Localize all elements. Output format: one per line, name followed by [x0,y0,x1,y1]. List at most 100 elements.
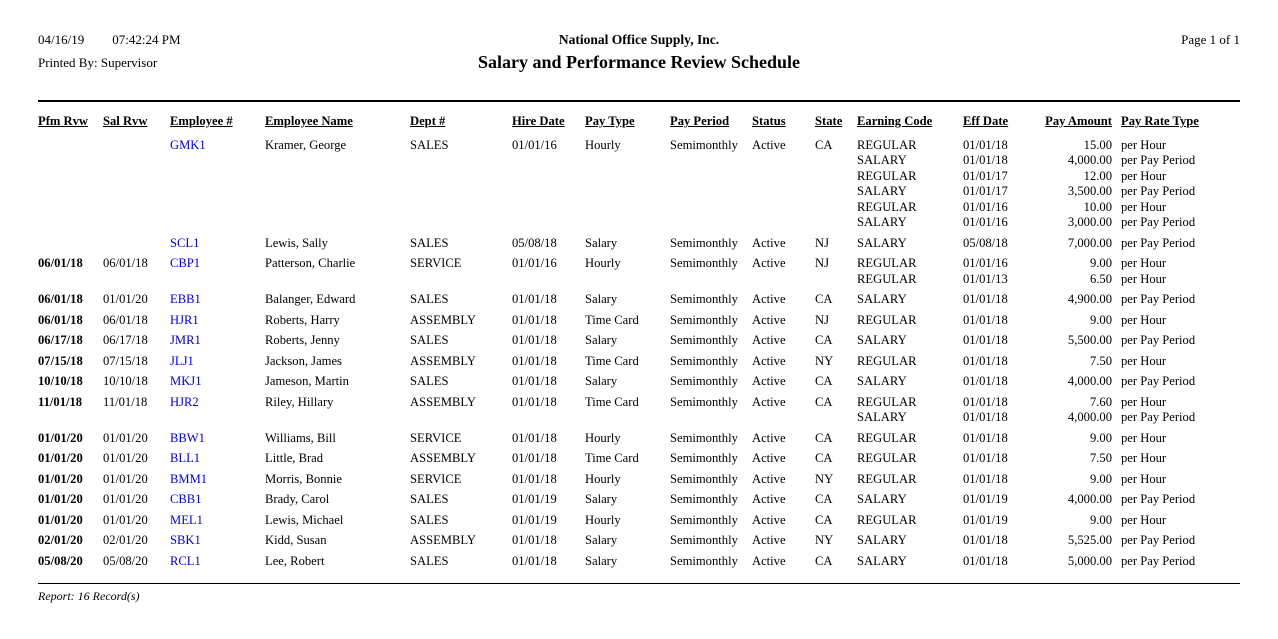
cell-pay-period [670,272,752,288]
cell-state: NY [815,471,834,486]
column-header-employee-number: Employee # [170,114,233,128]
cell-sal-rvw: 01/01/20 [103,292,148,306]
cell-state [815,153,857,169]
cell-eff-date: 01/01/18 [963,312,1008,327]
cell-pay-period: Semimonthly [670,312,738,327]
cell-pay-type: Salary [585,333,618,347]
cell-pay-type: Hourly [585,430,621,445]
cell-hire-date: 01/01/16 [512,137,557,152]
cell-employee-name [265,169,410,185]
cell-status: Active [752,512,786,527]
report-body: GMK1 Kramer, George SALES 01/01/16 Hourly Sem… [38,133,1240,570]
cell-pay-period: Semimonthly [670,471,738,486]
cell-employee-name [265,200,410,216]
employee-number-link[interactable]: CBP1 [170,256,201,270]
earning-row: REGULAR 01/01/17 12.00 per Hour [38,169,1240,185]
cell-earning-code: REGULAR [857,271,917,286]
cell-eff-date: 01/01/16 [963,199,1008,214]
cell-sal-rvw [103,272,170,288]
cell-pay-type: Hourly [585,471,621,486]
cell-state [815,410,857,426]
column-header-hire-date: Hire Date [512,114,565,128]
employee-row: 06/01/18 06/01/18 CBP1 Patterson, Charlie SE… [38,251,1240,272]
cell-pay-amount: 4,000.00 [1067,374,1112,388]
report-page: 04/16/19 07:42:24 PM Printed By: Supervis… [38,32,1240,603]
employee-number-link[interactable]: SBK1 [170,533,201,547]
employee-row: 01/01/20 01/01/20 BMM1 Morris, Bonnie SERVIC… [38,467,1240,488]
employee-number-link[interactable]: MEL1 [170,512,203,527]
cell-pay-amount: 7.50 [1089,451,1112,465]
cell-hire-date [512,184,585,200]
employee-number-link[interactable]: EBB1 [170,292,201,306]
cell-eff-date: 01/01/17 [963,168,1008,183]
cell-employee-name [265,272,410,288]
record-count: Report: 16 Record(s) [38,589,140,603]
column-header-state: State [815,114,843,128]
cell-state: NY [815,533,834,547]
cell-pay-amount: 5,500.00 [1067,333,1112,347]
cell-employee-number: HJR1 [170,308,265,329]
employee-number-link[interactable]: HJR1 [170,312,199,327]
cell-employee-number [170,169,265,185]
cell-state [815,184,857,200]
cell-employee-number: HJR2 [170,390,265,411]
cell-earning-code: REGULAR [857,256,917,270]
employee-number-link[interactable]: BLL1 [170,451,201,465]
cell-pay-period [670,153,752,169]
cell-dept: ASSEMBLY [410,312,476,327]
cell-state: NJ [815,256,829,270]
cell-employee-name: Lee, Robert [265,553,325,568]
cell-state: CA [815,492,833,506]
cell-pay-amount: 4,000.00 [1067,492,1112,506]
cell-dept: ASSEMBLY [410,353,476,368]
cell-earning-code: SALARY [857,215,907,229]
employee-number-link[interactable]: CBB1 [170,492,202,506]
employee-number-link[interactable]: RCL1 [170,553,201,568]
cell-employee-name: Patterson, Charlie [265,256,356,270]
cell-pay-type: Hourly [585,512,621,527]
cell-hire-date [512,215,585,231]
cell-hire-date: 01/01/18 [512,312,557,327]
earning-row: REGULAR 01/01/16 10.00 per Hour [38,200,1240,216]
cell-pay-rate-type: per Pay Period [1121,184,1196,198]
cell-status [752,272,815,288]
employee-row: 01/01/20 01/01/20 MEL1 Lewis, Michael SALES 0… [38,508,1240,529]
cell-pfm-rvw: 02/01/20 [38,533,83,547]
employee-number-link[interactable]: HJR2 [170,394,199,409]
cell-pay-rate-type: per Hour [1121,312,1167,327]
cell-eff-date: 01/01/19 [963,512,1008,527]
cell-dept: SALES [410,374,449,388]
employee-number-link[interactable]: JMR1 [170,333,201,347]
employee-number-link[interactable]: JLJ1 [170,353,194,368]
employee-number-link[interactable]: BMM1 [170,471,208,486]
cell-hire-date [512,169,585,185]
employee-number-link[interactable]: SCL1 [170,235,200,250]
cell-dept [410,169,512,185]
employee-number-link[interactable]: GMK1 [170,137,206,152]
cell-earning-code: REGULAR [857,353,917,368]
cell-pfm-rvw [38,200,103,216]
cell-pay-rate-type: per Hour [1121,168,1167,183]
employee-number-link[interactable]: BBW1 [170,430,205,445]
report-title: Salary and Performance Review Schedule [478,52,800,72]
cell-status: Active [752,451,786,465]
cell-pay-amount: 5,525.00 [1067,533,1112,547]
employee-row: SCL1 Lewis, Sally SALES 05/08/18 Salary Semim… [38,231,1240,252]
cell-sal-rvw: 06/01/18 [103,312,148,327]
column-header-pfm-rvw: Pfm Rvw [38,114,89,128]
cell-employee-number: EBB1 [170,287,265,308]
cell-state: CA [815,374,833,388]
column-header-row: Pfm Rvw Sal Rvw Employee # Employee Name… [38,102,1240,133]
cell-hire-date [512,153,585,169]
cell-pay-period [670,184,752,200]
column-header-employee-name: Employee Name [265,114,353,128]
employee-row: 06/01/18 06/01/18 HJR1 Roberts, Harry ASSEMB… [38,308,1240,329]
cell-hire-date: 01/01/18 [512,333,557,347]
earning-row: SALARY 01/01/18 4,000.00 per Pay Period [38,153,1240,169]
cell-dept: SALES [410,333,449,347]
employee-number-link[interactable]: MKJ1 [170,374,202,388]
cell-earning-code: REGULAR [857,471,917,486]
cell-employee-name: Lewis, Sally [265,235,328,250]
cell-state: CA [815,394,833,409]
cell-status: Active [752,471,786,486]
